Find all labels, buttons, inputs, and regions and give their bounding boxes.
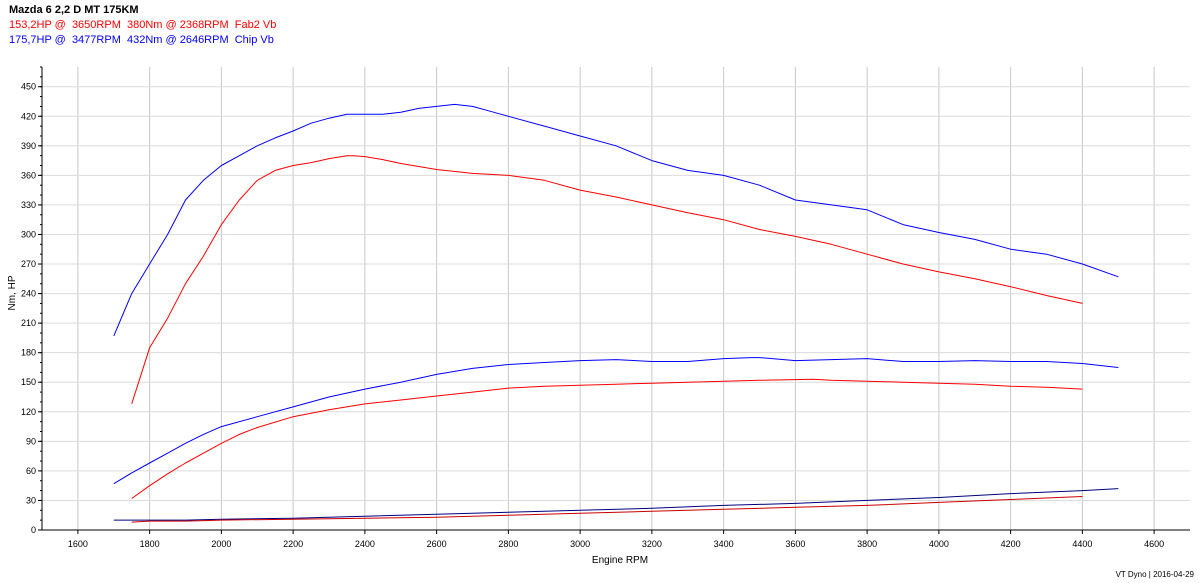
x-tick-label: 3000 (570, 539, 590, 549)
x-tick-label: 4600 (1144, 539, 1164, 549)
series-line-2 (113, 357, 1119, 485)
y-tick-label: 240 (21, 289, 36, 299)
x-tick-label: 2800 (498, 539, 518, 549)
y-tick-label: 390 (21, 141, 36, 151)
series-line-4 (113, 488, 1119, 521)
y-tick-label: 300 (21, 229, 36, 239)
x-tick-label: 2600 (427, 539, 447, 549)
axes (38, 66, 1190, 534)
y-tick-label: 120 (21, 407, 36, 417)
x-tick-label: 2400 (355, 539, 375, 549)
x-tick-label: 1600 (68, 539, 88, 549)
grid (42, 67, 1190, 531)
y-tick-labels: 0 30 60 90 120 150 180 210 240 270 300 330 360 390 420… (21, 82, 36, 535)
y-tick-label: 450 (21, 82, 36, 92)
series-line-0 (113, 103, 1119, 337)
x-tick-label: 3200 (642, 539, 662, 549)
x-tick-label: 4400 (1072, 539, 1092, 549)
series-line-3 (131, 378, 1083, 499)
y-tick-label: 30 (26, 495, 36, 505)
y-tick-label: 60 (26, 466, 36, 476)
x-tick-label: 3600 (785, 539, 805, 549)
footer-credit: VT Dyno | 2016-04-29 (1115, 570, 1194, 579)
x-tick-label: 2200 (283, 539, 303, 549)
y-tick-label: 150 (21, 377, 36, 387)
series-lines (113, 103, 1119, 523)
chart-header: Mazda 6 2,2 D MT 175KM 153,2HP @ 3650RPM… (9, 3, 276, 48)
x-tick-label: 3400 (714, 539, 734, 549)
y-tick-label: 90 (26, 436, 36, 446)
series-line-5 (131, 496, 1083, 523)
chart-title: Mazda 6 2,2 D MT 175KM (9, 4, 139, 16)
x-tick-label: 4200 (1001, 539, 1021, 549)
x-tick-labels: 1600 1800 2000 2200 2400 2600 2800 3000 3200 3400… (68, 539, 1164, 549)
x-tick-label: 4000 (929, 539, 949, 549)
legend-entry-fab: 153,2HP @ 3650RPM 380Nm @ 2368RPM Fab2 V… (9, 19, 277, 31)
x-tick-label: 2000 (211, 539, 231, 549)
y-tick-label: 180 (21, 348, 36, 358)
x-tick-label: 1800 (140, 539, 160, 549)
y-tick-label: 270 (21, 259, 36, 269)
y-tick-label: 210 (21, 318, 36, 328)
y-axis-label: Nm, HP (7, 275, 18, 310)
y-tick-label: 420 (21, 111, 36, 121)
y-tick-label: 0 (31, 525, 36, 535)
legend-entry-chip: 175,7HP @ 3477RPM 432Nm @ 2646RPM Chip V… (9, 34, 274, 46)
x-axis-label: Engine RPM (592, 555, 648, 566)
y-tick-label: 360 (21, 170, 36, 180)
series-line-1 (131, 155, 1083, 405)
y-tick-label: 330 (21, 200, 36, 210)
x-tick-label: 3800 (857, 539, 877, 549)
